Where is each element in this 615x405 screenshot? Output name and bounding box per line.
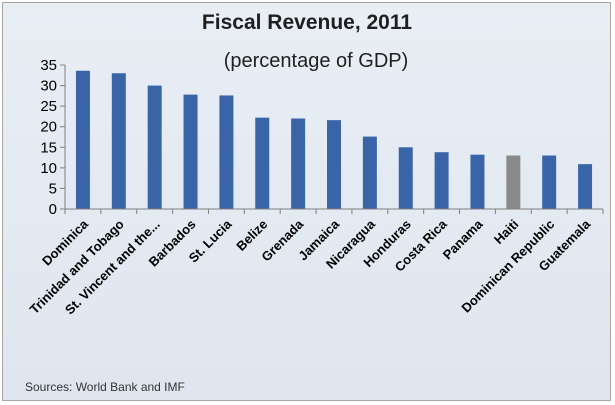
- bar-chart: Fiscal Revenue, 2011 (percentage of GDP)…: [25, 11, 604, 394]
- bar: [506, 155, 521, 209]
- chart-subtitle: (percentage of GDP): [224, 50, 409, 72]
- y-tick-label: 20: [40, 119, 57, 136]
- y-tick-label: 5: [49, 180, 57, 197]
- y-tick-label: 25: [40, 98, 57, 115]
- bar: [219, 95, 234, 209]
- bar: [255, 117, 270, 209]
- y-tick-label: 0: [49, 201, 57, 218]
- y-tick-label: 10: [40, 160, 57, 177]
- y-tick-label: 35: [40, 57, 57, 74]
- source-note: Sources: World Bank and IMF: [25, 380, 185, 394]
- bar: [75, 70, 90, 209]
- bars: [75, 70, 593, 209]
- y-tick-label: 30: [40, 78, 57, 95]
- bar: [183, 94, 198, 209]
- x-tick-label: Haiti: [491, 217, 522, 248]
- bar: [111, 73, 126, 209]
- bar: [291, 118, 306, 209]
- y-axis: 0 5 10 15 20 25 30 35: [40, 57, 66, 218]
- bar: [434, 152, 449, 209]
- bar: [470, 154, 485, 209]
- bar: [362, 136, 377, 209]
- chart-frame: Fiscal Revenue, 2011 (percentage of GDP)…: [2, 2, 611, 401]
- bar: [578, 164, 593, 209]
- chart-title: Fiscal Revenue, 2011: [202, 11, 412, 34]
- y-tick-label: 15: [40, 139, 57, 156]
- bar: [398, 147, 413, 209]
- x-tick-label: Panama: [440, 216, 486, 262]
- bar: [147, 85, 162, 209]
- bar: [542, 155, 557, 209]
- bar: [327, 120, 341, 209]
